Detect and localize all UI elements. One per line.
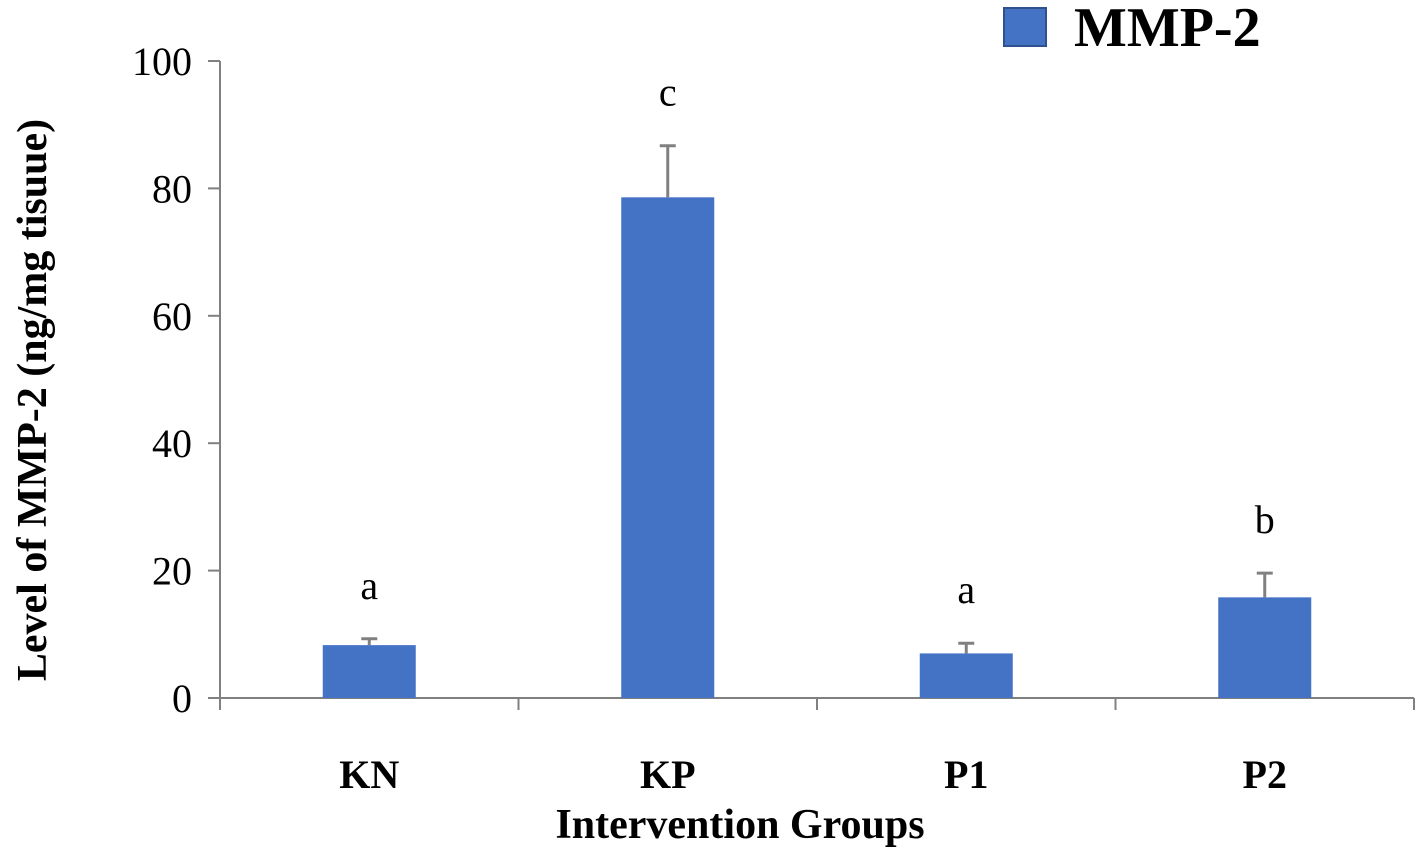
bar-p1	[919, 653, 1013, 698]
significance-label: a	[360, 563, 378, 608]
error-bars	[361, 144, 1273, 654]
legend-label: MMP-2	[1074, 0, 1261, 59]
significance-label: c	[659, 70, 677, 115]
y-axis: 0 20 40 60 80 100	[132, 39, 221, 721]
y-tick-label: 40	[152, 421, 192, 466]
bar-kn	[322, 645, 416, 698]
y-axis-title: Level of MMP-2 (ng/mg tisuue)	[10, 119, 56, 681]
y-tick-label: 100	[132, 39, 192, 84]
x-tick-label: P1	[944, 752, 988, 797]
y-tick-label: 60	[152, 294, 192, 339]
y-tick-label: 80	[152, 166, 192, 211]
significance-label: b	[1255, 497, 1275, 542]
y-tick-label: 0	[172, 676, 192, 721]
x-tick-label: P2	[1243, 752, 1287, 797]
x-axis-title: Intervention Groups	[555, 802, 924, 848]
y-tick-label: 20	[152, 549, 192, 594]
significance-labels: a c a b	[360, 70, 1274, 612]
x-axis: KN KP P1 P2	[219, 697, 1415, 797]
legend-swatch	[1003, 7, 1047, 47]
x-tick-label: KP	[640, 752, 696, 797]
bar-p2	[1218, 597, 1312, 698]
bar-kp	[621, 197, 715, 698]
x-tick-label: KN	[339, 752, 399, 797]
legend: MMP-2	[1003, 0, 1261, 59]
bars	[322, 197, 1312, 698]
significance-label: a	[957, 567, 975, 612]
